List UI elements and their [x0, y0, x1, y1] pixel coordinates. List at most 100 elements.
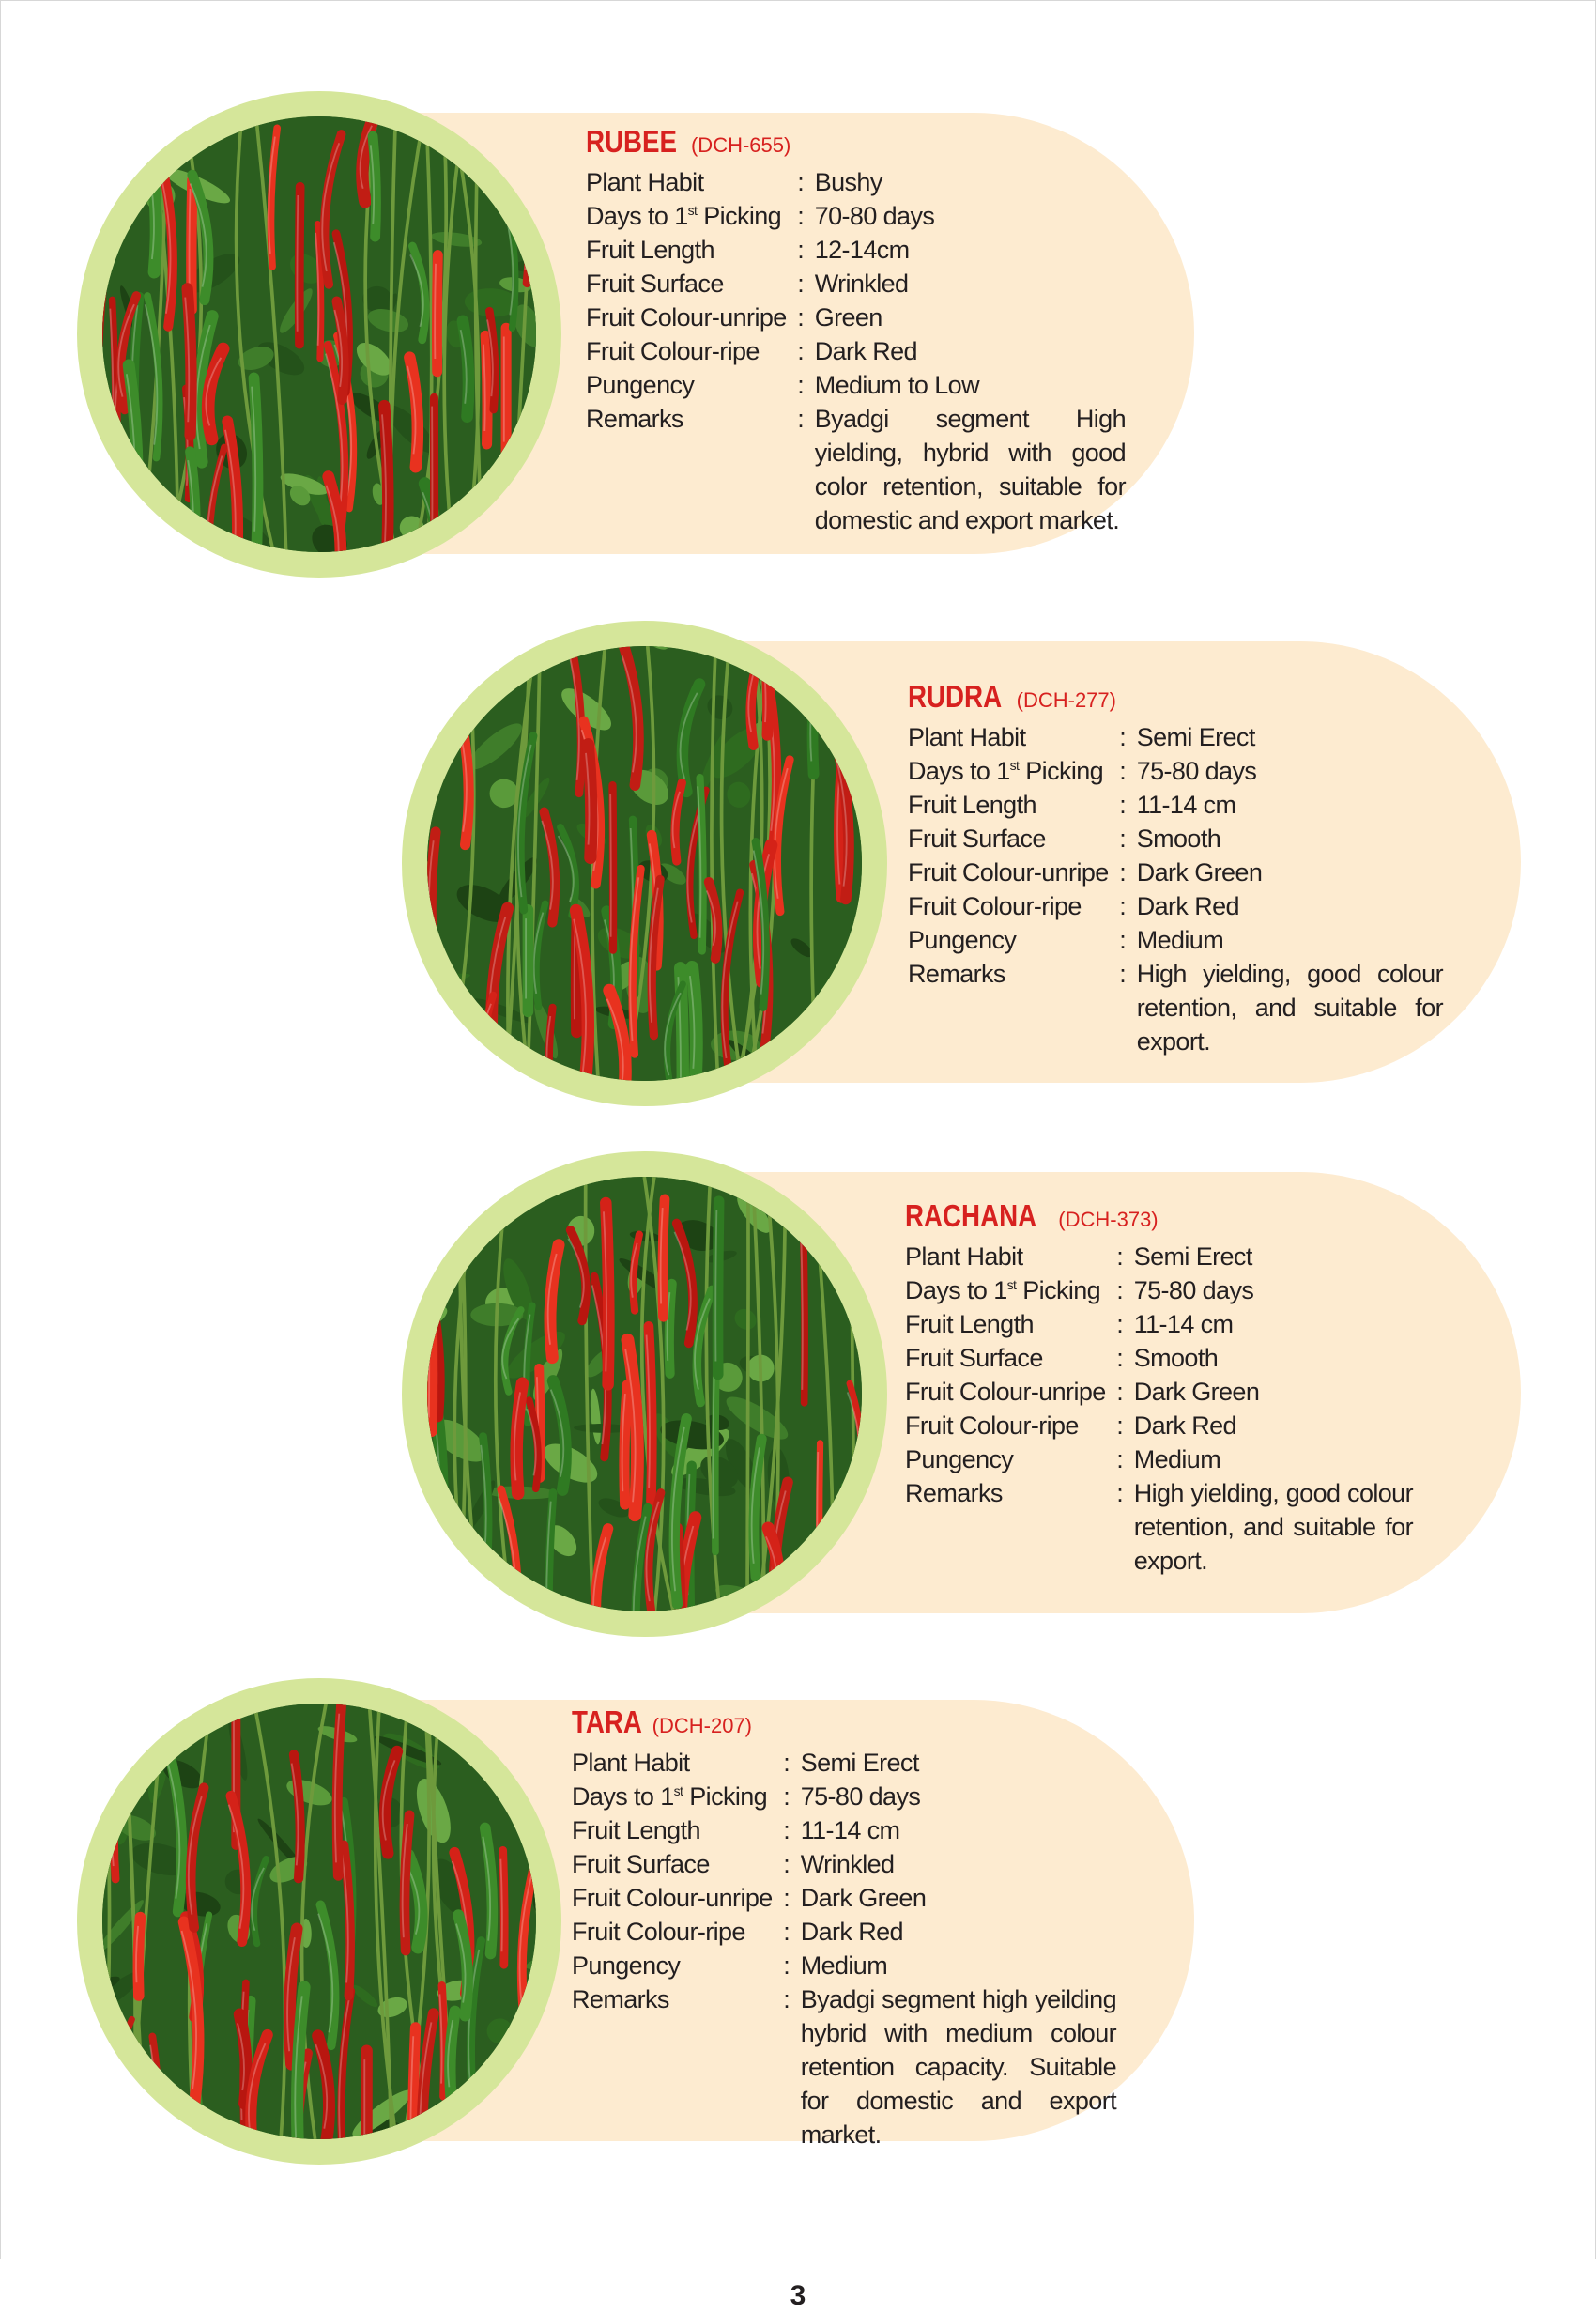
- spec-table: Plant Habit: Bushy Days to 1st Picking:70-…: [586, 165, 1127, 537]
- spec-separator: :: [1116, 1276, 1124, 1304]
- spec-label: Remarks: [905, 1479, 1003, 1507]
- spec-label: Remarks: [572, 1985, 669, 2013]
- spec-row: Fruit Colour-unripe: Dark Green: [908, 856, 1443, 889]
- spec-value: High yielding, good colour retention, an…: [1136, 960, 1444, 1056]
- spec-row: Remarks: Byadgi segment High yielding, hy…: [586, 402, 1127, 537]
- spec-value: Dark Red: [1133, 1411, 1237, 1440]
- chilli-illustration: [427, 646, 862, 1081]
- variety-name: RACHANA: [905, 1198, 1037, 1233]
- spec-value: Wrinkled: [800, 1850, 895, 1878]
- chilli-plant-photo: [77, 91, 561, 578]
- spec-row: Days to 1st Picking:75-80 days: [572, 1780, 1116, 1813]
- spec-table: Plant Habit: Semi Erect Days to 1st Pickin…: [572, 1746, 1117, 2151]
- spec-label: Fruit Surface: [572, 1850, 710, 1878]
- spec-row: Fruit Colour-unripe: Dark Green: [905, 1375, 1413, 1409]
- spec-value: 75-80 days: [1133, 1276, 1254, 1304]
- spec-separator: :: [783, 1951, 790, 1980]
- spec-separator: :: [1116, 1411, 1124, 1440]
- spec-row: Pungency: Medium: [572, 1949, 1116, 1982]
- spec-row: Fruit Colour-ripe: Dark Red: [572, 1915, 1116, 1949]
- spec-value: 12-14cm: [814, 236, 910, 264]
- spec-separator: :: [797, 270, 805, 298]
- variety-code: (DCH-655): [690, 133, 791, 157]
- variety-name: RUDRA: [908, 679, 1003, 714]
- spec-value: Semi Erect: [1136, 723, 1256, 751]
- spec-value: Dark Green: [1136, 858, 1263, 887]
- variety-info: RUBEE (DCH-655) Plant Habit: Bushy Days to…: [586, 126, 1127, 537]
- spec-value: Bushy: [814, 168, 883, 196]
- spec-separator: :: [1119, 791, 1127, 819]
- spec-row: Fruit Colour-unripe: Dark Green: [572, 1881, 1116, 1915]
- spec-table: Plant Habit: Semi Erect Days to 1st Pickin…: [905, 1240, 1414, 1578]
- spec-row: Fruit Colour-ripe: Dark Red: [908, 889, 1443, 923]
- chilli-plant-photo: [402, 1151, 887, 1637]
- spec-separator: :: [1119, 892, 1127, 920]
- spec-row: Fruit Colour-ripe: Dark Red: [586, 334, 1126, 368]
- chilli-illustration: [102, 1704, 536, 2139]
- spec-value: 75-80 days: [800, 1782, 921, 1811]
- spec-value: Medium: [1133, 1445, 1221, 1473]
- spec-value: Byadgi segment high yeilding hybrid with…: [800, 1985, 1117, 2149]
- variety-info: RACHANA (DCH-373) Plant Habit: Semi Erect…: [905, 1198, 1414, 1578]
- spec-label: Remarks: [586, 405, 683, 433]
- chilli-illustration: [102, 116, 536, 552]
- spec-label: Remarks: [908, 960, 1005, 988]
- spec-separator: :: [797, 337, 805, 365]
- spec-label: Plant Habit: [572, 1749, 690, 1777]
- spec-row: Remarks: High yielding, good colour reten…: [905, 1476, 1414, 1578]
- variety-info: RUDRA (DCH-277) Plant Habit: Semi Erect Da…: [908, 679, 1444, 1058]
- spec-row: Fruit Surface: Smooth: [905, 1341, 1413, 1375]
- spec-separator: :: [1116, 1242, 1124, 1271]
- chilli-plant-photo: [402, 621, 887, 1106]
- spec-label: Pungency: [572, 1951, 681, 1980]
- spec-row: Remarks: High yielding, good colour reten…: [908, 957, 1444, 1058]
- spec-separator: :: [783, 1816, 790, 1844]
- spec-label: Fruit Colour-ripe: [905, 1411, 1079, 1440]
- spec-value: Wrinkled: [814, 270, 909, 298]
- spec-row: Pungency: Medium to Low: [586, 368, 1126, 402]
- page-number: 3: [790, 2280, 806, 2311]
- spec-separator: :: [797, 236, 805, 264]
- spec-label: Fruit Colour-unripe: [572, 1884, 773, 1912]
- spec-row: Pungency: Medium: [908, 923, 1443, 957]
- spec-row: Fruit Colour-ripe: Dark Red: [905, 1409, 1413, 1442]
- spec-separator: :: [1119, 960, 1127, 988]
- spec-value: Dark Red: [800, 1918, 904, 1946]
- spec-label: Plant Habit: [908, 723, 1026, 751]
- spec-row: Plant Habit: Semi Erect: [908, 720, 1443, 754]
- spec-row: Fruit Surface: Wrinkled: [572, 1847, 1116, 1881]
- spec-label: Fruit Surface: [586, 270, 724, 298]
- spec-row: Fruit Length:11-14 cm: [908, 788, 1443, 822]
- spec-value: Smooth: [1133, 1344, 1219, 1372]
- spec-label: Fruit Surface: [905, 1344, 1043, 1372]
- spec-row: Fruit Surface: Wrinkled: [586, 267, 1126, 301]
- spec-separator: :: [1116, 1479, 1124, 1507]
- spec-label: Plant Habit: [905, 1242, 1023, 1271]
- variety-title: TARA (DCH-207): [572, 1706, 1116, 1737]
- spec-label: Fruit Colour-ripe: [572, 1918, 745, 1946]
- spec-value: 11-14 cm: [1136, 791, 1236, 819]
- variety-title: RUBEE (DCH-655): [586, 126, 1126, 157]
- spec-separator: :: [797, 405, 805, 433]
- spec-value: Byadgi segment High yielding, hybrid wit…: [814, 405, 1127, 534]
- spec-separator: :: [1119, 926, 1127, 954]
- spec-separator: :: [1116, 1445, 1124, 1473]
- spec-label: Days to 1st Picking: [572, 1782, 768, 1811]
- spec-row: Fruit Length:11-14 cm: [905, 1307, 1413, 1341]
- spec-separator: :: [1119, 723, 1127, 751]
- spec-label: Fruit Colour-unripe: [586, 303, 787, 332]
- spec-value: Dark Red: [1136, 892, 1240, 920]
- spec-value: Dark Green: [800, 1884, 927, 1912]
- variety-code: (DCH-277): [1016, 688, 1116, 712]
- spec-value: 11-14 cm: [800, 1816, 900, 1844]
- spec-label: Fruit Colour-ripe: [908, 892, 1082, 920]
- spec-row: Fruit Colour-unripe: Green: [586, 301, 1126, 334]
- spec-label: Fruit Surface: [908, 825, 1046, 853]
- spec-label: Days to 1st Picking: [908, 757, 1104, 785]
- spec-row: Days to 1st Picking:75-80 days: [908, 754, 1443, 788]
- spec-separator: :: [797, 371, 805, 399]
- variety-code: (DCH-373): [1058, 1208, 1159, 1231]
- spec-separator: :: [783, 1918, 790, 1946]
- variety-name: TARA: [572, 1704, 642, 1739]
- spec-separator: :: [1119, 825, 1127, 853]
